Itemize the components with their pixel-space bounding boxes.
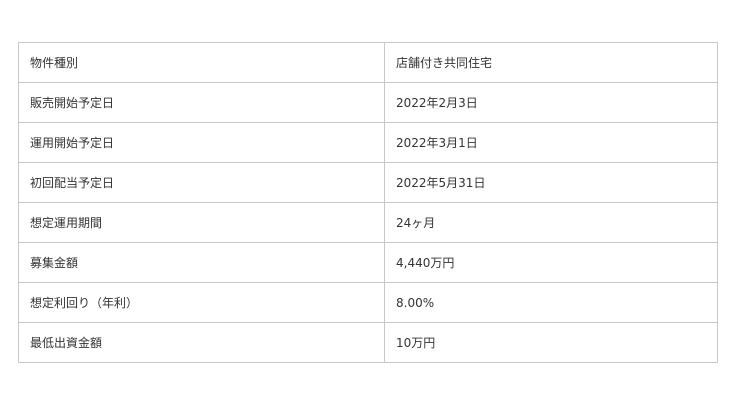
row-value: 店舗付き共同住宅: [384, 42, 718, 83]
row-label: 最低出資金額: [18, 322, 385, 363]
row-value: 2022年5月31日: [384, 162, 718, 203]
table-row: 募集金額 4,440万円: [18, 242, 718, 283]
table-row: 物件種別 店舗付き共同住宅: [18, 42, 718, 83]
row-value: 2022年3月1日: [384, 122, 718, 163]
table-row: 最低出資金額 10万円: [18, 322, 718, 363]
property-info-table: 物件種別 店舗付き共同住宅 販売開始予定日 2022年2月3日 運用開始予定日 202…: [18, 42, 718, 363]
row-value: 8.00%: [384, 282, 718, 323]
row-label: 物件種別: [18, 42, 385, 83]
table-row: 想定運用期間 24ヶ月: [18, 202, 718, 243]
row-label: 運用開始予定日: [18, 122, 385, 163]
row-value: 4,440万円: [384, 242, 718, 283]
row-label: 販売開始予定日: [18, 82, 385, 123]
table-row: 運用開始予定日 2022年3月1日: [18, 122, 718, 163]
row-label: 想定運用期間: [18, 202, 385, 243]
row-value: 2022年2月3日: [384, 82, 718, 123]
table-row: 販売開始予定日 2022年2月3日: [18, 82, 718, 123]
table-row: 初回配当予定日 2022年5月31日: [18, 162, 718, 203]
row-value: 10万円: [384, 322, 718, 363]
row-value: 24ヶ月: [384, 202, 718, 243]
row-label: 募集金額: [18, 242, 385, 283]
row-label: 想定利回り（年利）: [18, 282, 385, 323]
row-label: 初回配当予定日: [18, 162, 385, 203]
table-row: 想定利回り（年利） 8.00%: [18, 282, 718, 323]
